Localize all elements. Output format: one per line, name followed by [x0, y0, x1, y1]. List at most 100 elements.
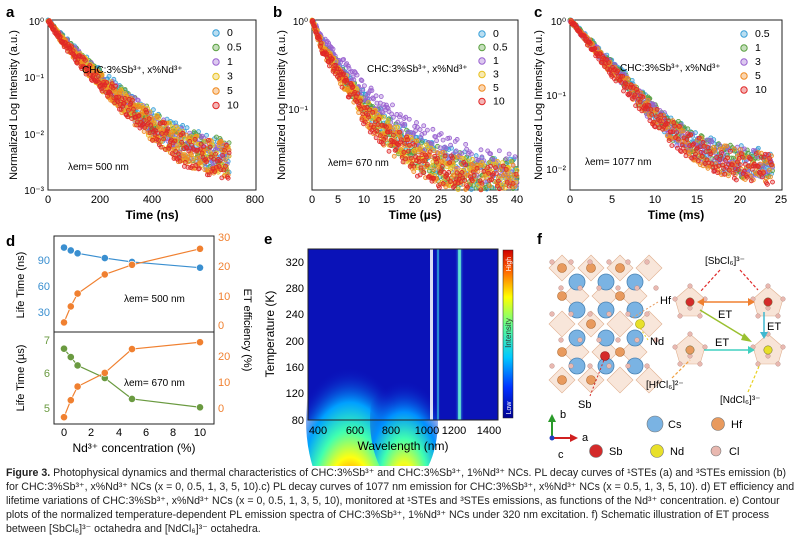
data-point: [386, 148, 392, 154]
panel-a-xtick: 400: [143, 194, 161, 206]
panel-c-xtick: 10: [649, 194, 661, 206]
caption-label: Figure 3.: [6, 467, 51, 479]
legend-atom-cs: [646, 415, 664, 433]
cl-atom: [780, 344, 786, 350]
data-point: [108, 91, 114, 97]
panel-c-xticks: 0 5 10 15 20 25: [567, 194, 787, 206]
data-point: [711, 144, 717, 150]
cs-atom: [568, 273, 586, 291]
data-point: [219, 175, 225, 181]
panel-d-yticks-top-right: 30 20 10 0: [218, 232, 230, 332]
data-point: [478, 147, 484, 153]
data-point: [451, 183, 457, 189]
data-point: [504, 179, 510, 185]
data-point: [136, 113, 142, 118]
panel-a-ytick: 10⁻³: [24, 186, 44, 197]
data-point: [488, 151, 494, 157]
nd-atom: [635, 319, 645, 329]
axis-b-label: b: [560, 409, 566, 421]
panel-a-xtick: 200: [91, 194, 109, 206]
data-point: [453, 148, 459, 154]
hf-atom: [557, 347, 567, 357]
data-point: [60, 413, 68, 422]
data-point: [397, 112, 403, 118]
panel-b-xlabel: Time (µs): [389, 208, 442, 222]
hf-atom: [615, 263, 625, 273]
panel-c-ytick: 10⁻²: [546, 165, 566, 176]
legend-atom-label: Nd: [670, 446, 684, 458]
data-point: [212, 169, 218, 175]
data-point: [136, 103, 142, 109]
panel-a-data: [45, 17, 232, 181]
cl-atom: [653, 285, 659, 291]
data-point: [463, 141, 469, 147]
data-point: [469, 156, 475, 162]
panel-c-lambda-label: λem= 1077 nm: [585, 157, 651, 168]
data-point: [741, 168, 747, 174]
data-point: [437, 145, 443, 151]
panel-a-sample-label: CHC:3%Sb³⁺, x%Nd³⁺: [82, 65, 183, 76]
panel-f: f [SbCl₆]³⁻ [HfCl₆]²⁻ [NdCl₆]³⁻ ET ET ET…: [537, 231, 786, 461]
data-point: [113, 89, 118, 95]
data-point: [329, 56, 335, 62]
hf-atom: [557, 375, 567, 385]
cl-atom: [606, 363, 612, 369]
data-point: [450, 155, 455, 161]
hf-atom: [557, 263, 567, 273]
cl-atom: [780, 296, 786, 302]
data-point: [725, 155, 730, 161]
data-point: [753, 151, 759, 157]
data-point: [737, 147, 743, 152]
data-point: [60, 344, 68, 353]
panel-letter-c: c: [534, 4, 542, 21]
data-point: [128, 260, 136, 269]
panel-c-yticks: 10⁰ 10⁻¹ 10⁻²: [546, 17, 566, 176]
panel-c-xtick: 25: [775, 194, 787, 206]
data-point: [100, 254, 109, 262]
panel-d-ytick: 10: [218, 291, 230, 303]
panel-b-legend: 0 0.51 35 10: [478, 28, 508, 108]
data-point: [150, 107, 156, 113]
data-point: [223, 157, 228, 163]
data-point: [469, 162, 475, 168]
panel-e-xtick: 1000: [415, 425, 439, 437]
arrowhead: [741, 333, 752, 342]
data-point: [402, 140, 408, 146]
data-point: [351, 77, 357, 83]
data-point: [512, 154, 518, 160]
panel-d-ytick: 20: [218, 351, 230, 363]
data-point: [430, 126, 436, 132]
data-point: [683, 153, 689, 159]
data-point: [431, 167, 437, 172]
legend-marker: [478, 70, 486, 79]
data-point: [100, 368, 109, 377]
data-point: [615, 68, 620, 74]
data-point: [359, 78, 365, 84]
data-point: [633, 103, 639, 109]
legend-marker: [740, 30, 748, 38]
data-point: [362, 83, 367, 89]
legend-marker: [478, 30, 486, 38]
data-point: [213, 151, 218, 157]
data-point: [414, 120, 419, 125]
data-point: [709, 161, 715, 166]
panel-letter-a: a: [6, 4, 15, 21]
data-point: [695, 158, 701, 163]
data-point: [645, 97, 651, 103]
dashed-red-link: [739, 269, 759, 291]
data-point: [377, 104, 382, 110]
data-point: [196, 338, 204, 347]
legend-label: 3: [227, 71, 233, 83]
label-sb: Sb: [578, 399, 591, 411]
data-point: [728, 148, 733, 154]
data-point: [73, 249, 82, 258]
cl-atom: [615, 337, 621, 343]
cl-atom: [697, 361, 703, 367]
legend-marker: [212, 29, 220, 37]
legend-label: 1: [227, 56, 233, 68]
panel-c-xtick: 5: [609, 194, 615, 206]
data-point: [697, 144, 703, 150]
data-point: [419, 140, 425, 146]
hf-atom: [586, 375, 596, 385]
cl-atom: [634, 337, 640, 343]
